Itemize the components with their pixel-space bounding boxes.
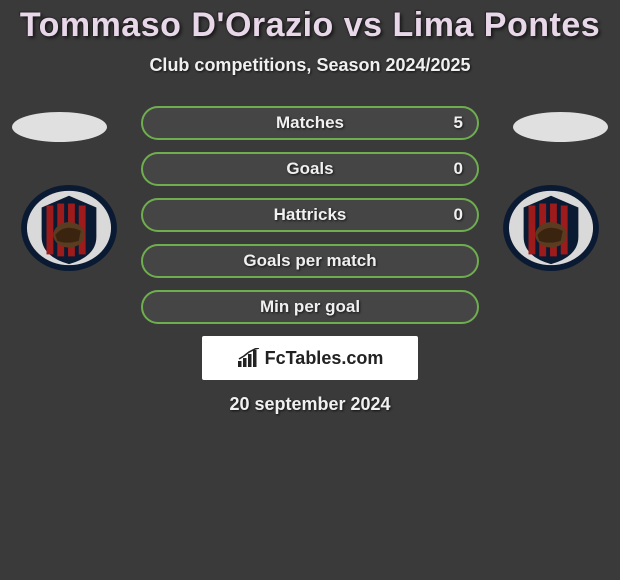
stats-area: Matches 5 Goals 0 Hattricks 0 Goals per … — [0, 106, 620, 415]
stat-row-goals: Goals 0 — [141, 152, 479, 186]
player-right-avatar — [513, 112, 608, 142]
club-crest-right — [502, 184, 600, 272]
stat-label: Hattricks — [274, 205, 347, 225]
stat-row-goals-per-match: Goals per match — [141, 244, 479, 278]
club-crest-left — [20, 184, 118, 272]
stat-row-min-per-goal: Min per goal — [141, 290, 479, 324]
player-left-avatar — [12, 112, 107, 142]
stat-row-matches: Matches 5 — [141, 106, 479, 140]
branding-text: FcTables.com — [265, 348, 384, 369]
stat-value-right: 5 — [454, 113, 463, 133]
date-text: 20 september 2024 — [0, 394, 620, 415]
stat-label: Matches — [276, 113, 344, 133]
page-title: Tommaso D'Orazio vs Lima Pontes — [0, 6, 620, 45]
stat-label: Min per goal — [260, 297, 360, 317]
stat-label: Goals — [286, 159, 333, 179]
stat-rows: Matches 5 Goals 0 Hattricks 0 Goals per … — [141, 106, 479, 324]
comparison-card: Tommaso D'Orazio vs Lima Pontes Club com… — [0, 0, 620, 415]
stat-value-right: 0 — [454, 205, 463, 225]
stat-label: Goals per match — [243, 251, 376, 271]
page-subtitle: Club competitions, Season 2024/2025 — [0, 55, 620, 76]
stat-value-right: 0 — [454, 159, 463, 179]
stat-row-hattricks: Hattricks 0 — [141, 198, 479, 232]
branding-box[interactable]: FcTables.com — [202, 336, 418, 380]
bar-chart-icon — [237, 348, 261, 368]
